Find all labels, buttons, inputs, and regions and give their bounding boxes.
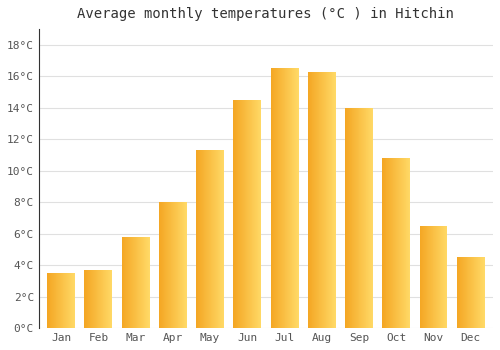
Title: Average monthly temperatures (°C ) in Hitchin: Average monthly temperatures (°C ) in Hi…	[78, 7, 454, 21]
